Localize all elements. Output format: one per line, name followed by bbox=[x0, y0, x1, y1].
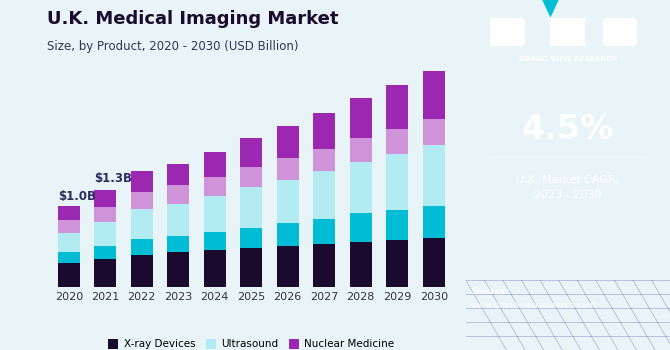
Bar bbox=[387, 240, 408, 287]
Bar bbox=[168, 252, 189, 287]
Bar bbox=[131, 209, 153, 239]
Bar bbox=[314, 171, 335, 219]
Bar bbox=[314, 219, 335, 244]
Bar bbox=[94, 222, 116, 246]
Bar bbox=[58, 206, 80, 220]
Bar bbox=[387, 210, 408, 240]
Bar bbox=[314, 148, 335, 171]
Text: GRAND VIEW RESEARCH: GRAND VIEW RESEARCH bbox=[519, 56, 617, 62]
Bar bbox=[350, 98, 372, 138]
FancyBboxPatch shape bbox=[602, 18, 637, 46]
Text: 4.5%: 4.5% bbox=[522, 113, 614, 146]
Bar bbox=[350, 161, 372, 214]
Legend: X-ray Devices, MRI, Ultrasound, ICT, Nuclear Medicine: X-ray Devices, MRI, Ultrasound, ICT, Nuc… bbox=[104, 335, 399, 350]
Bar bbox=[168, 164, 189, 185]
Bar bbox=[58, 233, 80, 252]
Bar bbox=[94, 207, 116, 222]
Text: Source:: Source: bbox=[472, 287, 511, 296]
Text: $1.3B: $1.3B bbox=[94, 172, 133, 185]
Bar bbox=[423, 238, 445, 287]
FancyBboxPatch shape bbox=[490, 18, 525, 46]
Bar bbox=[387, 129, 408, 154]
Bar bbox=[58, 263, 80, 287]
Bar bbox=[131, 171, 153, 192]
Bar bbox=[387, 154, 408, 210]
Bar bbox=[58, 252, 80, 263]
Bar bbox=[241, 228, 262, 248]
Bar bbox=[204, 250, 226, 287]
Text: www.grandviewresearch.com: www.grandviewresearch.com bbox=[472, 301, 596, 310]
Bar bbox=[277, 158, 299, 180]
Bar bbox=[241, 167, 262, 188]
Bar bbox=[387, 85, 408, 129]
Text: U.K. Market CAGR,
2023 - 2030: U.K. Market CAGR, 2023 - 2030 bbox=[517, 175, 619, 200]
Bar bbox=[241, 248, 262, 287]
Text: Size, by Product, 2020 - 2030 (USD Billion): Size, by Product, 2020 - 2030 (USD Billi… bbox=[47, 40, 298, 53]
Bar bbox=[241, 138, 262, 167]
Bar bbox=[350, 138, 372, 161]
Bar bbox=[168, 236, 189, 252]
Bar bbox=[94, 190, 116, 207]
Bar bbox=[423, 145, 445, 206]
Bar bbox=[94, 246, 116, 259]
Bar bbox=[94, 259, 116, 287]
Bar bbox=[58, 220, 80, 233]
Bar bbox=[350, 241, 372, 287]
Bar bbox=[423, 119, 445, 145]
Bar bbox=[131, 254, 153, 287]
Bar bbox=[131, 192, 153, 209]
Bar bbox=[204, 152, 226, 177]
FancyBboxPatch shape bbox=[551, 18, 585, 46]
Text: $1.0B: $1.0B bbox=[58, 190, 96, 203]
Polygon shape bbox=[542, 0, 559, 18]
Bar bbox=[204, 196, 226, 232]
Text: U.K. Medical Imaging Market: U.K. Medical Imaging Market bbox=[47, 10, 338, 28]
Bar bbox=[204, 177, 226, 196]
Bar bbox=[423, 206, 445, 238]
Bar bbox=[204, 232, 226, 250]
Bar bbox=[314, 244, 335, 287]
Bar bbox=[423, 71, 445, 119]
Bar bbox=[277, 180, 299, 223]
Bar bbox=[277, 223, 299, 246]
Bar bbox=[314, 113, 335, 148]
Bar bbox=[131, 239, 153, 254]
Bar bbox=[168, 204, 189, 236]
Bar bbox=[241, 188, 262, 228]
Bar bbox=[277, 126, 299, 158]
Bar bbox=[277, 246, 299, 287]
Bar bbox=[168, 185, 189, 204]
Bar bbox=[350, 214, 372, 242]
